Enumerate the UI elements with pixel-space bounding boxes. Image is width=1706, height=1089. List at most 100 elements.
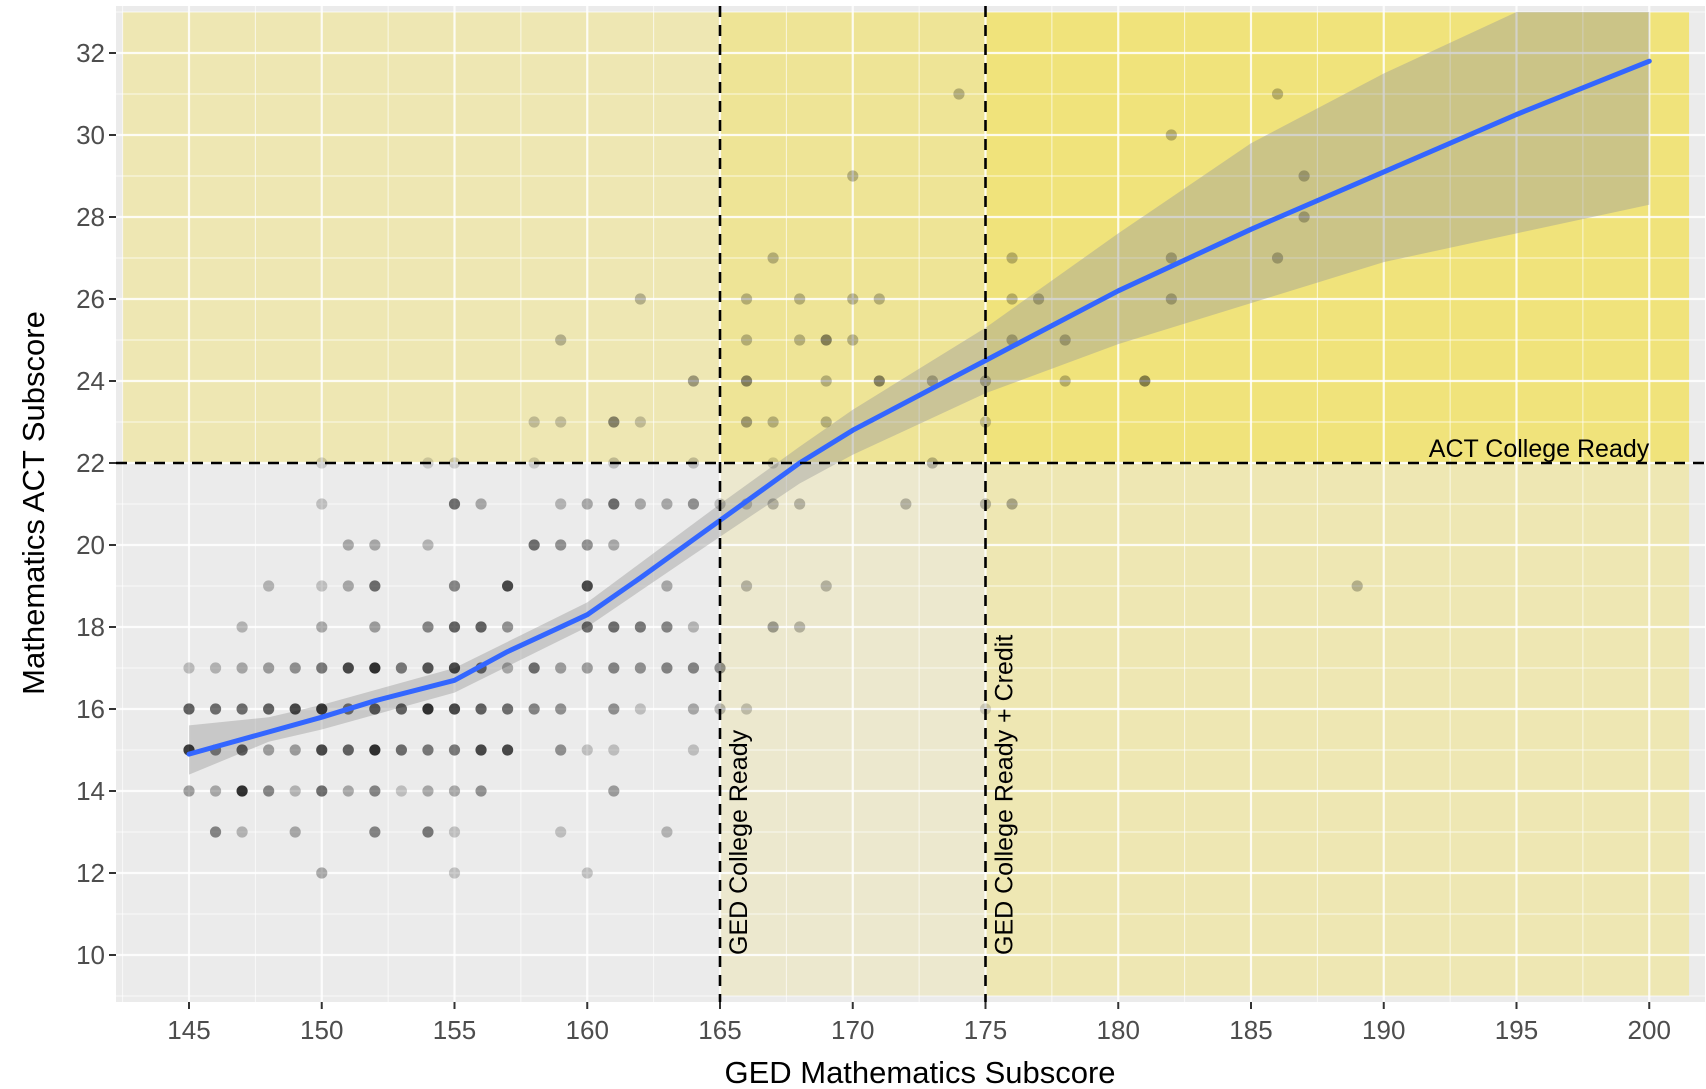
y-tick-label: 32: [76, 38, 105, 68]
data-point: [873, 293, 885, 305]
data-point: [608, 621, 620, 633]
data-point: [608, 416, 620, 428]
data-point: [422, 785, 434, 797]
y-axis-title: Mathematics ACT Subscore: [16, 311, 51, 695]
data-point: [1059, 375, 1071, 387]
data-point: [555, 539, 567, 551]
data-point: [608, 498, 620, 510]
data-point: [448, 867, 461, 879]
data-point: [1165, 129, 1177, 141]
data-point: [475, 785, 487, 797]
data-point: [1271, 252, 1284, 264]
data-point: [1006, 293, 1018, 305]
data-point: [395, 785, 407, 797]
data-point: [1351, 580, 1363, 592]
data-point: [926, 457, 939, 469]
data-point: [581, 621, 593, 633]
data-point: [873, 375, 885, 387]
data-point: [236, 744, 248, 756]
data-point: [342, 580, 354, 592]
x-tick-label: 175: [964, 1015, 1007, 1045]
data-point: [581, 744, 593, 756]
data-point: [502, 580, 514, 592]
data-point: [342, 539, 354, 551]
data-point: [528, 539, 540, 551]
data-point: [369, 539, 381, 551]
data-point: [502, 621, 514, 633]
data-point: [183, 785, 195, 797]
data-point: [316, 457, 328, 469]
data-point: [820, 375, 832, 387]
data-point: [316, 867, 328, 879]
data-point: [608, 539, 620, 551]
data-point: [448, 621, 461, 633]
data-point: [608, 744, 620, 756]
data-point: [448, 703, 461, 715]
data-point: [900, 498, 912, 510]
data-points: [183, 88, 1363, 879]
data-point: [581, 867, 593, 879]
data-point: [448, 785, 461, 797]
data-point: [820, 580, 832, 592]
data-point: [209, 826, 222, 838]
data-point: [289, 785, 301, 797]
data-point: [422, 703, 434, 715]
data-point: [502, 744, 514, 756]
data-point: [661, 621, 673, 633]
data-point: [448, 457, 461, 469]
data-point: [236, 785, 248, 797]
data-point: [475, 621, 487, 633]
data-point: [448, 744, 461, 756]
data-point: [528, 662, 540, 674]
data-point: [581, 539, 593, 551]
data-point: [395, 703, 407, 715]
data-point: [316, 662, 328, 674]
x-axis-title: GED Mathematics Subscore: [724, 1055, 1115, 1089]
data-point: [395, 662, 407, 674]
data-point: [847, 170, 859, 182]
data-point: [316, 621, 328, 633]
data-point: [1006, 252, 1018, 264]
data-point: [581, 498, 593, 510]
data-point: [236, 662, 248, 674]
data-point: [767, 457, 779, 469]
y-tick-label: 22: [76, 448, 105, 478]
data-point: [687, 744, 700, 756]
data-point: [263, 580, 275, 592]
grid-lines: [116, 6, 1705, 1002]
x-tick-label: 150: [300, 1015, 343, 1045]
data-point: [448, 580, 461, 592]
data-point: [1139, 375, 1151, 387]
y-tick-label: 28: [76, 202, 105, 232]
y-tick-label: 14: [76, 776, 105, 806]
data-point: [316, 498, 328, 510]
data-point: [502, 703, 514, 715]
data-point: [581, 662, 593, 674]
data-point: [740, 416, 753, 428]
x-tick-label: 195: [1495, 1015, 1538, 1045]
x-tick-label: 170: [831, 1015, 874, 1045]
data-point: [634, 662, 646, 674]
x-tick-label: 160: [566, 1015, 609, 1045]
data-point: [661, 498, 673, 510]
data-point: [661, 826, 673, 838]
data-point: [209, 703, 222, 715]
data-point: [820, 416, 832, 428]
smooth-curve: [186, 58, 1652, 757]
highlight-region-1: [122, 12, 720, 463]
x-tick-label: 180: [1097, 1015, 1140, 1045]
highlight-region-5: [985, 463, 1690, 996]
y-tick-label: 20: [76, 530, 105, 560]
data-point: [555, 826, 567, 838]
data-point: [555, 703, 567, 715]
data-point: [448, 498, 461, 510]
data-point: [289, 662, 301, 674]
data-point: [316, 703, 328, 715]
data-point: [236, 826, 248, 838]
data-point: [263, 662, 275, 674]
data-point: [422, 539, 434, 551]
data-point: [634, 416, 646, 428]
data-point: [369, 580, 381, 592]
data-point: [820, 334, 832, 346]
